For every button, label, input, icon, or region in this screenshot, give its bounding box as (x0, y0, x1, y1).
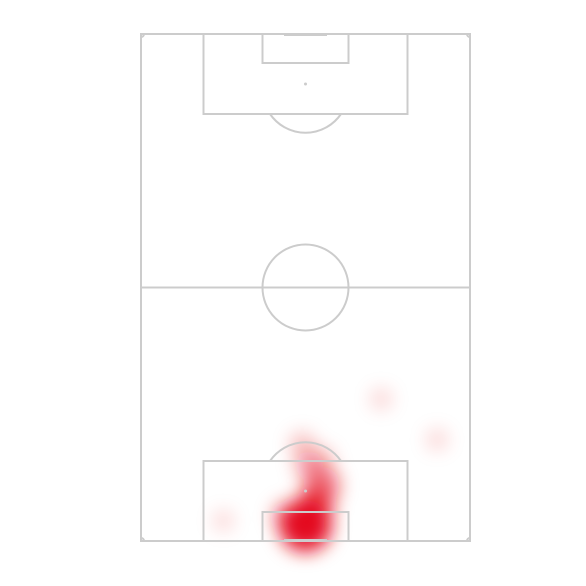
top-penalty-arc (269, 113, 342, 134)
center-circle (261, 243, 350, 332)
heat-spot (212, 510, 234, 532)
corner-arc-top-right (466, 33, 471, 38)
bottom-penalty-spot (304, 489, 307, 493)
heat-spot (370, 388, 392, 410)
corner-arc-bottom-left (140, 537, 145, 542)
heat-spot (426, 428, 448, 451)
heat-layer (212, 388, 448, 552)
bottom-penalty-arc (269, 441, 342, 462)
heat-spot (289, 432, 315, 458)
top-penalty-spot (304, 82, 307, 86)
top-six-yard-box (261, 33, 350, 64)
pitch-markings (140, 33, 471, 542)
heat-spot (271, 501, 300, 530)
corner-arc-bottom-right (466, 537, 471, 542)
top-penalty-box (202, 33, 409, 115)
heat-spot (309, 447, 335, 473)
corner-arc-top-left (140, 33, 145, 38)
